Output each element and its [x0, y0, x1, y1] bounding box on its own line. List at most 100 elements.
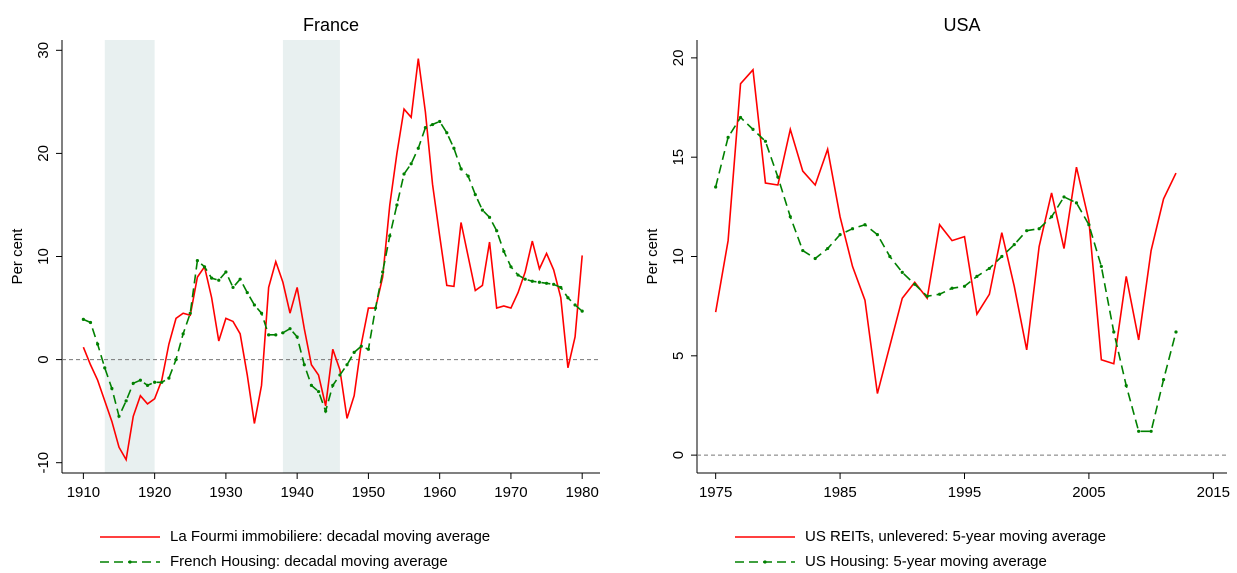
point — [416, 146, 420, 150]
x-tick-label: 1975 — [699, 484, 732, 501]
point — [801, 248, 805, 253]
point — [473, 193, 477, 197]
point — [167, 376, 171, 380]
point — [751, 127, 755, 131]
point — [1112, 330, 1116, 334]
point — [445, 131, 449, 135]
point — [181, 332, 185, 336]
point — [459, 167, 463, 171]
point — [373, 306, 378, 310]
y-tick-label: 0 — [670, 451, 687, 459]
point — [324, 409, 328, 413]
series-line — [714, 67, 1177, 394]
point — [925, 294, 929, 298]
point — [188, 311, 192, 315]
point — [975, 274, 979, 278]
point — [1000, 254, 1004, 259]
point — [338, 373, 342, 377]
y-tick-label: -10 — [35, 452, 52, 474]
point — [530, 279, 534, 283]
point — [409, 162, 413, 166]
point — [252, 303, 256, 307]
point — [850, 227, 855, 231]
point — [537, 280, 542, 284]
point — [352, 350, 356, 354]
shaded-region — [104, 40, 155, 473]
point — [438, 119, 442, 124]
point — [962, 284, 967, 288]
shaded-region — [282, 40, 340, 473]
point — [900, 270, 904, 274]
point — [1174, 330, 1178, 334]
y-tick-label: 20 — [670, 50, 687, 67]
point — [480, 208, 485, 212]
y-tick-label: 30 — [35, 42, 52, 59]
point — [345, 363, 349, 367]
point — [117, 414, 121, 418]
point — [153, 380, 157, 384]
point — [81, 317, 85, 321]
point — [566, 296, 570, 300]
point — [726, 135, 730, 139]
legend-label: US Housing: 5-year moving average — [805, 553, 1047, 570]
point — [124, 399, 128, 403]
point — [131, 381, 135, 385]
point — [160, 380, 164, 384]
x-tick-label: 1920 — [138, 484, 171, 501]
legend-marker — [128, 560, 132, 564]
x-tick-label: 2015 — [1197, 484, 1230, 501]
x-tick-label: 1950 — [352, 484, 385, 501]
point — [259, 311, 264, 315]
y-axis-label: Per cent — [9, 228, 26, 285]
point — [580, 309, 584, 313]
chart-title: France — [303, 15, 359, 35]
point — [487, 215, 492, 219]
point — [552, 282, 556, 286]
point — [987, 266, 991, 271]
point — [950, 286, 954, 290]
point — [359, 344, 363, 348]
point — [516, 273, 520, 277]
point — [1012, 242, 1016, 247]
point — [366, 347, 371, 351]
y-tick-label: 10 — [670, 248, 687, 265]
point — [1062, 195, 1066, 199]
point — [1124, 384, 1128, 388]
point — [938, 292, 942, 296]
x-tick-label: 1970 — [494, 484, 527, 501]
point — [888, 254, 892, 259]
y-tick-label: 0 — [35, 355, 52, 363]
x-tick-label: 1980 — [565, 484, 598, 501]
point — [281, 331, 285, 335]
x-tick-label: 1940 — [280, 484, 313, 501]
point — [838, 233, 842, 237]
point — [1137, 429, 1141, 433]
point — [295, 335, 299, 339]
point — [1099, 264, 1103, 269]
point — [316, 389, 321, 394]
point — [1074, 201, 1079, 205]
point — [274, 333, 278, 337]
point — [452, 146, 456, 150]
point — [88, 320, 93, 325]
point — [217, 278, 221, 282]
point — [388, 234, 392, 238]
legend-label: US REITs, unlevered: 5-year moving avera… — [805, 528, 1106, 545]
point — [238, 277, 242, 281]
point — [145, 383, 150, 387]
y-tick-label: 5 — [670, 352, 687, 360]
point — [788, 215, 792, 219]
point — [331, 383, 335, 387]
point — [309, 383, 314, 387]
point — [267, 333, 271, 337]
y-axis-label: Per cent — [644, 228, 661, 285]
point — [573, 303, 577, 307]
point — [381, 270, 385, 274]
point — [288, 327, 292, 331]
legend-label: La Fourmi immobiliere: decadal moving av… — [170, 528, 490, 545]
point — [1087, 223, 1091, 227]
point — [523, 277, 527, 281]
point — [826, 246, 830, 251]
point — [1025, 229, 1029, 233]
point — [495, 229, 499, 233]
